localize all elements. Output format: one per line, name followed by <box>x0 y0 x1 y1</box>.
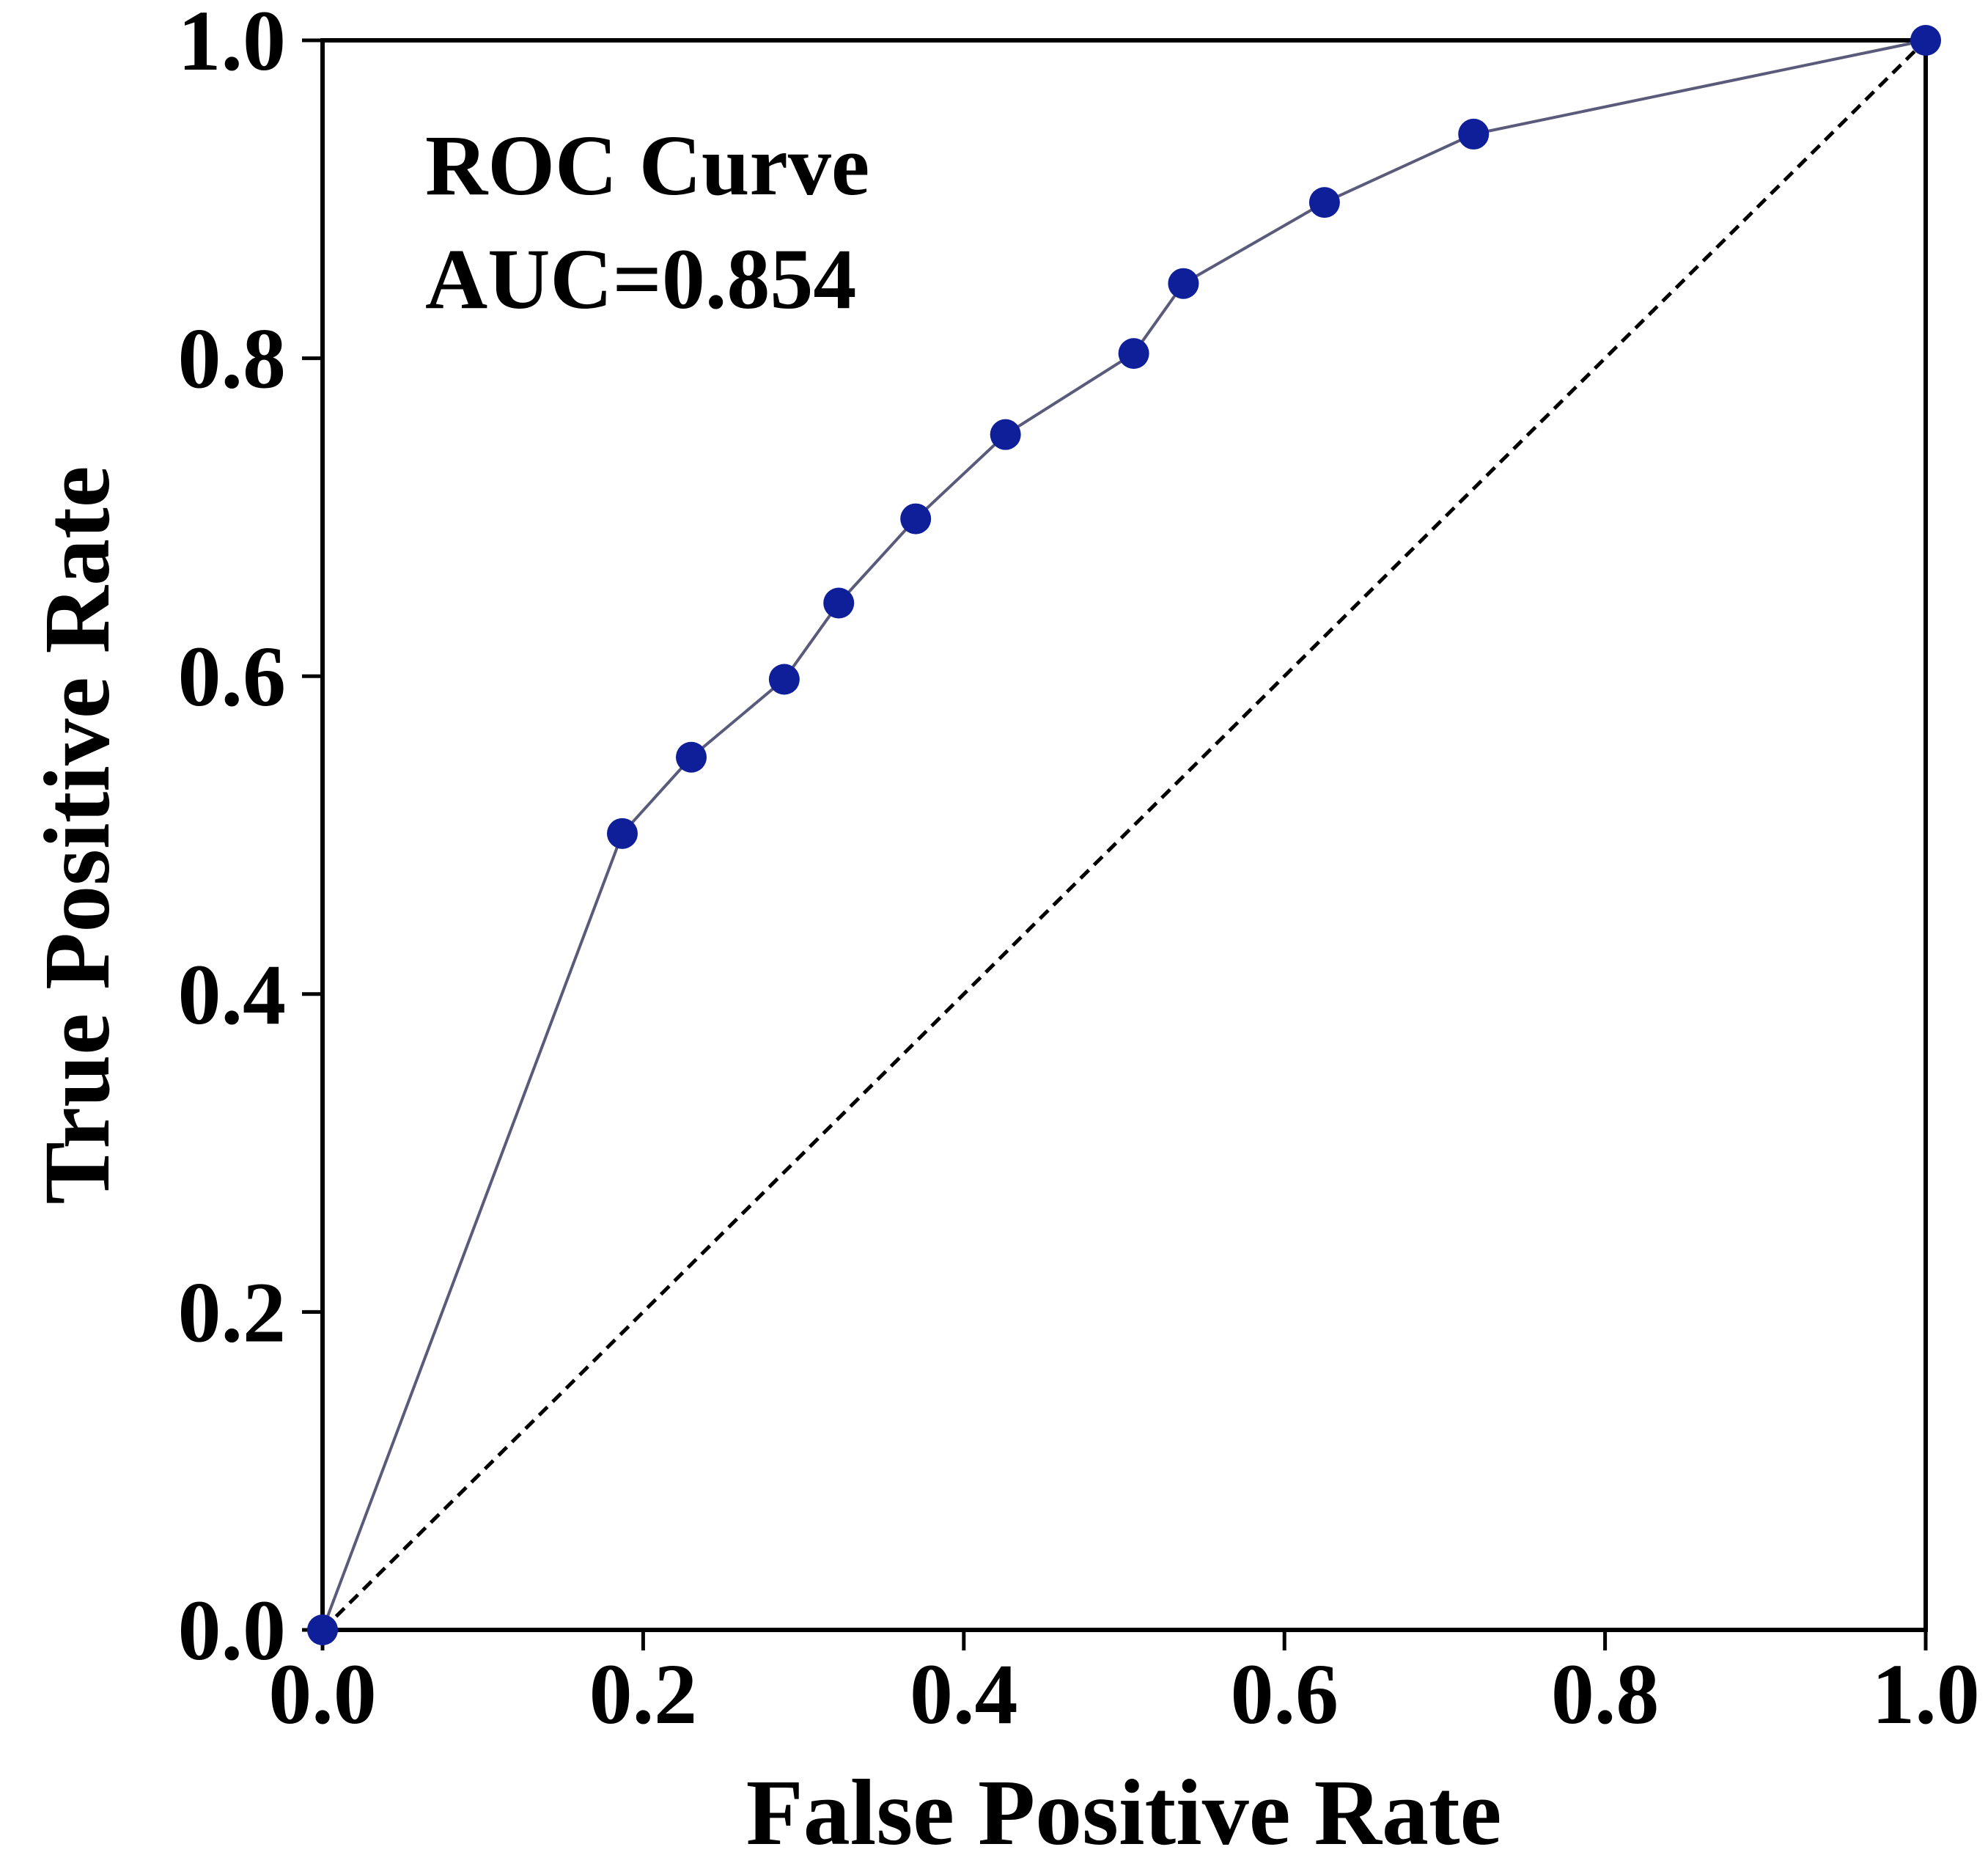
roc-point <box>990 419 1021 450</box>
x-tick-label: 0.8 <box>1551 1646 1660 1742</box>
x-tick-label: 1.0 <box>1871 1646 1980 1742</box>
chart-title: ROC Curve <box>425 117 869 213</box>
roc-point <box>676 741 707 773</box>
roc-point <box>606 818 638 849</box>
roc-point <box>307 1615 338 1645</box>
x-tick-label: 0.4 <box>910 1646 1018 1742</box>
roc-point <box>1910 25 1941 56</box>
x-axis: 0.0 0.2 0.4 0.6 0.8 1.0 <box>268 1630 1980 1742</box>
roc-point <box>1118 338 1149 370</box>
x-tick-label: 0.0 <box>268 1646 377 1742</box>
y-tick-label: 0.4 <box>178 947 287 1043</box>
y-tick-label: 0.6 <box>178 628 287 724</box>
y-tick-label: 0.0 <box>178 1582 287 1678</box>
y-axis-title: True Positive Rate <box>25 466 129 1204</box>
roc-point <box>900 503 932 535</box>
x-tick-label: 0.6 <box>1230 1646 1339 1742</box>
x-axis-title: False Positive Rate <box>746 1760 1502 1855</box>
auc-annotation: AUC=0.854 <box>425 231 856 327</box>
y-axis: 0.0 0.2 0.4 0.6 0.8 1.0 <box>178 0 323 1678</box>
plot-area <box>307 25 1941 1645</box>
chance-diagonal-line <box>321 39 1927 1631</box>
roc-point <box>823 587 855 619</box>
y-tick-label: 1.0 <box>178 0 287 89</box>
y-tick-label: 0.2 <box>178 1264 287 1360</box>
y-tick-label: 0.8 <box>178 311 287 407</box>
roc-point <box>768 664 800 695</box>
roc-point <box>1458 118 1490 150</box>
roc-point <box>1308 187 1340 218</box>
roc-curve-line <box>321 39 1926 1631</box>
x-tick-label: 0.2 <box>589 1646 698 1742</box>
plot-frame <box>320 38 1928 1632</box>
roc-point <box>1168 268 1199 299</box>
